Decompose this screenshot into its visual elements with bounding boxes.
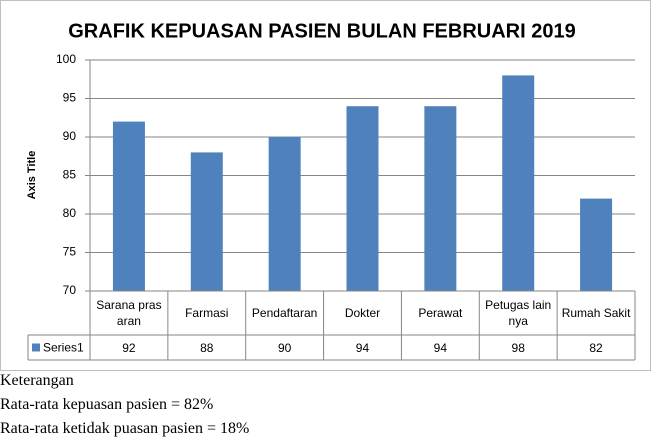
legend-key (32, 343, 40, 352)
category-label: Pendaftaran (251, 306, 318, 320)
table-value-cell: 88 (200, 340, 214, 355)
chart-title: GRAFIK KEPUASAN PASIEN BULAN FEBRUARI 20… (68, 20, 575, 42)
chart: GRAFIK KEPUASAN PASIEN BULAN FEBRUARI 20… (0, 0, 651, 371)
category-label-cell: Rumah Sakit (561, 306, 631, 320)
category-label-cell: Sarana prasaran (96, 298, 162, 328)
bar (502, 75, 535, 292)
bar (580, 198, 613, 291)
table-value: 88 (200, 340, 214, 355)
category-label-cell: Perawat (418, 306, 463, 320)
table-value-cell: 92 (122, 340, 136, 355)
note: Rata-rata ketidak puasan pasien = 18% (0, 420, 250, 437)
bar (112, 121, 145, 291)
table-value-cell: 90 (277, 340, 292, 355)
category-label-cell: Dokter (344, 306, 381, 320)
table-value: 92 (122, 340, 136, 355)
y-tick-label: 95 (63, 91, 77, 105)
category-label: Petugas lainnya (485, 298, 552, 328)
note: Rata-rata kepuasan pasien = 82% (0, 396, 214, 413)
y-tick-label: 85 (63, 168, 77, 182)
table-value: 90 (277, 340, 292, 355)
category-label: Dokter (344, 306, 381, 320)
table-value-cell: 82 (589, 340, 603, 355)
chart-border (0, 0, 651, 371)
y-tick-label: 90 (63, 129, 77, 143)
table-value: 82 (589, 340, 603, 355)
category-label: Perawat (418, 306, 463, 320)
y-tick-label: 75 (63, 245, 77, 259)
bar (268, 137, 301, 291)
table-value-cell: 98 (511, 340, 525, 355)
table-value-cell: 94 (433, 340, 448, 355)
y-axis-title: Axis Title (26, 151, 38, 200)
table-value: 94 (355, 340, 370, 355)
category-label: Farmasi (185, 306, 229, 320)
y-tick-label: 70 (63, 283, 77, 297)
table-value-cell: 94 (355, 340, 370, 355)
category-label-cell: Petugas lainnya (485, 298, 552, 328)
table-value: 98 (511, 340, 525, 355)
category-label: Sarana prasaran (96, 298, 162, 328)
y-tick-label: 80 (63, 206, 77, 220)
category-label-cell: Pendaftaran (251, 306, 318, 320)
y-tick-label: 100 (56, 52, 76, 66)
table-value: 94 (433, 340, 448, 355)
bar (424, 106, 457, 291)
bar (346, 106, 379, 291)
legend-label: Series1 (43, 341, 84, 355)
category-label: Rumah Sakit (561, 306, 631, 320)
category-label-cell: Farmasi (185, 306, 229, 320)
note: Keterangan (0, 372, 74, 389)
bar (190, 152, 223, 291)
